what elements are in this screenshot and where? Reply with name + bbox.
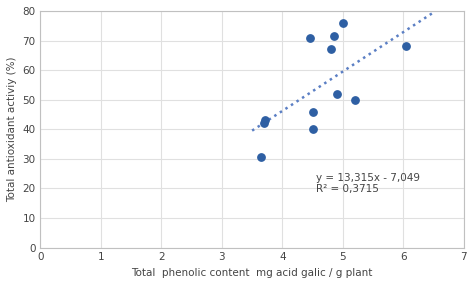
- Point: [257, 155, 265, 160]
- Point: [309, 109, 316, 114]
- X-axis label: Total  phenolic content  mg acid galic / g plant: Total phenolic content mg acid galic / g…: [131, 268, 373, 278]
- Point: [327, 47, 335, 52]
- Point: [262, 118, 269, 123]
- Point: [402, 44, 410, 49]
- Point: [330, 34, 337, 38]
- Point: [351, 97, 359, 102]
- Point: [309, 127, 316, 132]
- Point: [260, 121, 268, 126]
- Point: [339, 21, 346, 25]
- Y-axis label: Total antioxidant activiy (%): Total antioxidant activiy (%): [7, 56, 17, 202]
- Point: [306, 35, 313, 40]
- Text: y = 13,315x - 7,049
R² = 0,3715: y = 13,315x - 7,049 R² = 0,3715: [316, 173, 419, 194]
- Point: [333, 91, 340, 96]
